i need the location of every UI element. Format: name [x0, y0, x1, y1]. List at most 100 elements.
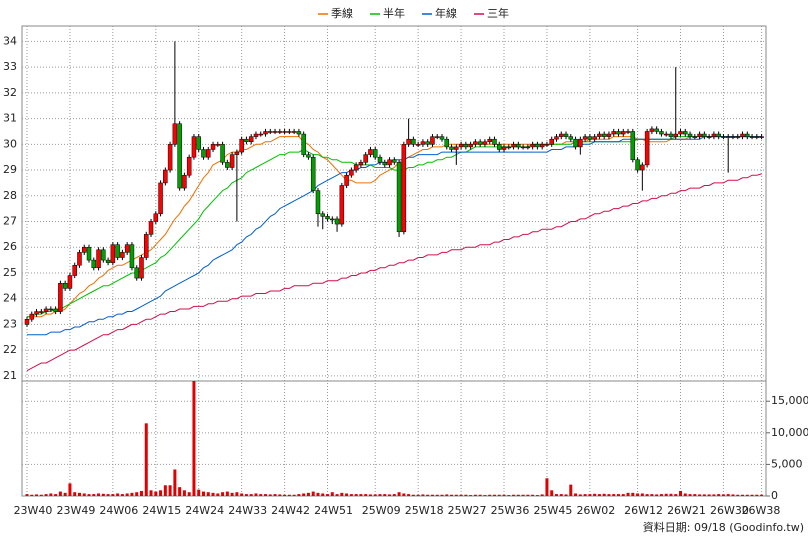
candle-body — [139, 257, 144, 279]
volume-bar — [197, 489, 201, 496]
volume-bar — [144, 423, 148, 496]
volume-bar — [588, 494, 592, 496]
volume-bar — [707, 494, 711, 496]
candle-body — [573, 138, 578, 148]
candle-body — [253, 133, 259, 137]
candle-body — [358, 162, 364, 166]
volume-bar — [745, 494, 749, 496]
volume-bar — [430, 494, 434, 496]
volume-bar — [564, 494, 568, 496]
candle-body — [706, 136, 712, 138]
candle-body — [506, 146, 512, 149]
volume-bar — [230, 492, 234, 496]
y-tick-label: 31 — [3, 112, 17, 125]
volume-bar — [178, 487, 182, 496]
candle-body — [124, 244, 130, 253]
volume-bar — [73, 492, 77, 496]
legend-label: 年線 — [435, 6, 457, 20]
volume-bar — [168, 485, 172, 496]
volume-bar — [120, 494, 124, 496]
candle-body — [673, 133, 678, 137]
x-tick-label: 25W27 — [448, 504, 487, 517]
volume-bar — [373, 494, 377, 496]
volume-bar — [488, 494, 492, 496]
candle-body — [740, 133, 745, 137]
volume-bar — [101, 493, 105, 496]
volume-bar — [306, 492, 310, 496]
volume-bar — [645, 494, 649, 496]
candle-body — [167, 144, 173, 171]
y-tick-label: 29 — [3, 163, 17, 176]
candle-body — [621, 131, 626, 135]
volume-bar — [97, 493, 101, 496]
candle-body — [597, 133, 602, 137]
ma-line — [26, 173, 762, 372]
volume-bar — [187, 492, 191, 496]
volume-bar — [426, 494, 430, 496]
volume-bar — [130, 492, 134, 496]
volume-bar — [182, 490, 186, 496]
volume-bar — [154, 491, 158, 496]
x-tick-label: 25W09 — [362, 504, 401, 517]
candle-body — [535, 144, 540, 148]
volume-bar — [602, 493, 606, 496]
candle-body — [735, 136, 740, 138]
volume-bar — [378, 494, 382, 496]
candle-body — [344, 174, 349, 186]
y2-tick-label: 15,000 — [771, 394, 808, 407]
candle-body — [225, 162, 230, 168]
volume-bar — [216, 493, 220, 496]
candle-body — [105, 259, 111, 263]
volume-bar — [397, 492, 401, 496]
candle-body — [663, 133, 669, 136]
candle-body — [411, 138, 416, 145]
volume-bar — [330, 492, 334, 496]
volume-bar — [58, 491, 62, 496]
candle-body — [439, 136, 445, 140]
candle-body — [525, 146, 531, 149]
candle-body — [721, 136, 726, 138]
volume-bar — [77, 492, 81, 496]
volume-bar — [640, 493, 644, 496]
candle-body — [668, 133, 674, 137]
candle-body — [39, 311, 44, 313]
candle-body — [697, 133, 702, 137]
volume-bar — [659, 494, 663, 496]
candle-body — [640, 164, 645, 171]
volume-bar — [316, 492, 320, 496]
candle-body — [291, 131, 297, 133]
volume-bar — [531, 494, 535, 496]
candle-body — [34, 311, 39, 315]
legend: 季線 半年 年線 三年 — [318, 6, 509, 20]
candle-body — [692, 136, 698, 138]
volume-bar — [268, 494, 272, 496]
candle-body — [415, 144, 421, 146]
volume-bar — [554, 494, 558, 496]
volume-bar — [631, 492, 635, 496]
candle-body — [353, 164, 359, 171]
volume-bar — [526, 494, 530, 496]
volume-bar — [206, 492, 210, 496]
volume-bar — [464, 494, 468, 496]
volume-bar — [383, 494, 387, 496]
volume-bar — [459, 494, 463, 496]
volume-bar — [593, 493, 597, 496]
candle-body — [554, 136, 559, 140]
candle-body — [72, 264, 77, 276]
volume-bar — [244, 494, 248, 496]
candle-body — [683, 131, 688, 135]
candle-body — [301, 133, 306, 155]
candle-body — [601, 133, 607, 137]
volume-bar — [63, 492, 67, 496]
candle-body — [702, 133, 707, 137]
candle-body — [563, 133, 569, 137]
volume-bar — [326, 494, 330, 496]
candle-body — [58, 282, 63, 312]
candle-body — [425, 141, 430, 145]
volume-bar — [721, 494, 725, 496]
candle-body — [277, 131, 283, 133]
volume-bar — [507, 495, 511, 496]
volume-bar — [454, 494, 458, 496]
y-tick-label: 28 — [3, 189, 17, 202]
candle-body — [401, 144, 407, 233]
